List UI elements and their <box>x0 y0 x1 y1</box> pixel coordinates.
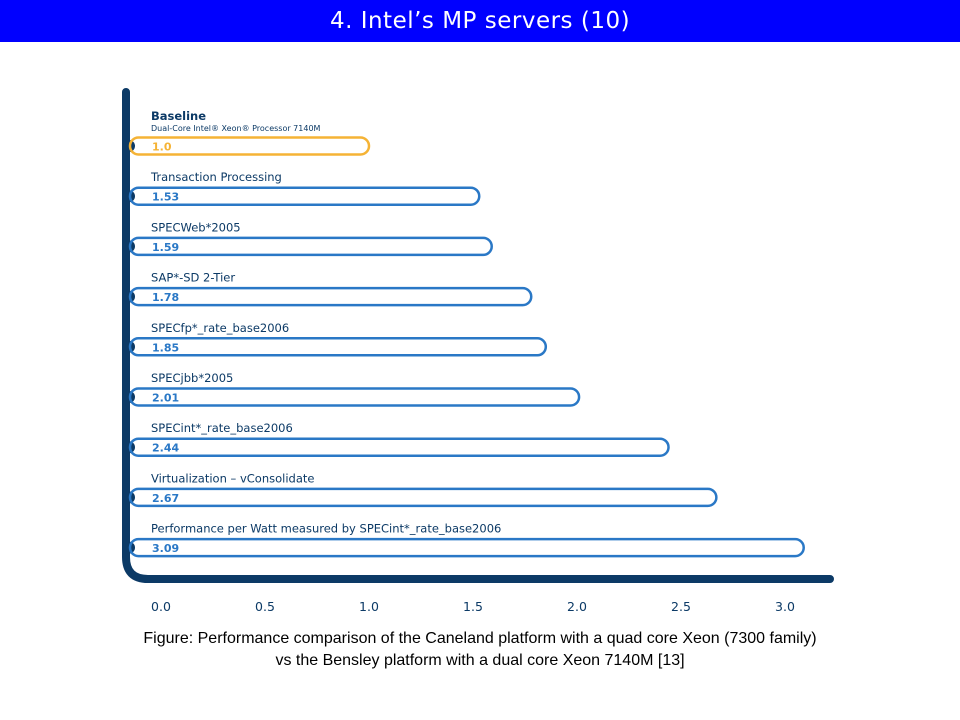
bar <box>128 537 805 558</box>
bar-value-label: 1.0 <box>152 141 172 154</box>
bar-category-label: SPECfp*_rate_base2006 <box>151 321 289 335</box>
bar <box>128 337 548 357</box>
bar <box>128 437 670 457</box>
bar-category-label: SPECjbb*2005 <box>151 371 233 385</box>
bar-value-label: 2.44 <box>152 442 179 455</box>
bar-category-label: SAP*-SD 2-Tier <box>151 271 235 285</box>
bar <box>128 136 371 156</box>
slide-title: 4. Intel’s MP servers (10) <box>329 8 631 34</box>
bar-value-label: 1.78 <box>152 291 179 304</box>
x-tick-label: 3.0 <box>775 599 795 614</box>
bar-value-label: 1.85 <box>152 341 179 354</box>
chart-axis <box>122 88 834 583</box>
bar <box>128 286 533 307</box>
bar-category-label: SPECWeb*2005 <box>151 220 241 234</box>
bar-category-label: Baseline <box>151 109 206 123</box>
x-tick-label: 1.5 <box>463 599 483 614</box>
bar <box>128 186 481 206</box>
bar-category-label: Performance per Watt measured by SPECint… <box>151 522 501 536</box>
figure-caption: Figure: Performance comparison of the Ca… <box>0 628 960 672</box>
bar-value-label: 1.59 <box>152 241 179 254</box>
x-tick-label: 2.0 <box>567 599 587 614</box>
bar <box>128 487 718 508</box>
caption-line-1: Figure: Performance comparison of the Ca… <box>143 630 817 647</box>
x-tick-label: 1.0 <box>359 599 379 614</box>
slide-title-bar: 4. Intel’s MP servers (10) <box>0 0 960 42</box>
x-tick-label: 0.0 <box>151 599 171 614</box>
x-tick-label: 0.5 <box>255 599 275 614</box>
bar <box>128 236 493 257</box>
bar-category-label: Virtualization – vConsolidate <box>151 471 314 485</box>
bar-category-label: Transaction Processing <box>150 170 282 184</box>
bar <box>128 387 581 407</box>
bar-value-label: 2.67 <box>152 492 179 505</box>
bar-value-label: 1.53 <box>152 191 179 204</box>
caption-line-2: vs the Bensley platform with a dual core… <box>275 652 685 669</box>
bar-category-sublabel: Dual-Core Intel® Xeon® Processor 7140M <box>151 124 321 133</box>
x-tick-label: 2.5 <box>671 599 691 614</box>
bar-value-label: 2.01 <box>152 392 179 405</box>
bar-category-label: SPECint*_rate_base2006 <box>151 421 293 435</box>
bar-value-label: 3.09 <box>152 542 179 555</box>
